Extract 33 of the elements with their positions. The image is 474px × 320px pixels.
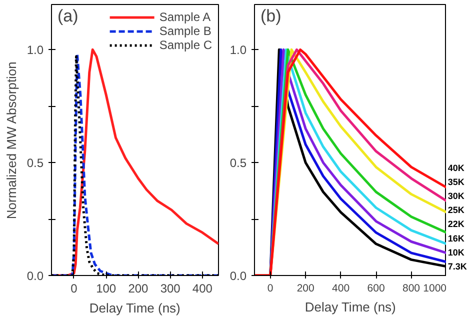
y-tick-label: 0.5 — [230, 156, 247, 170]
x-tick-label: 0 — [267, 282, 274, 294]
legend-label: Sample B — [159, 24, 212, 38]
legend-label: Sample A — [159, 10, 211, 24]
series-label: 25K — [448, 205, 465, 216]
x-tick-label: 100 — [96, 282, 116, 296]
annotation: (a) — [58, 6, 78, 26]
y-tick-label: 0.5 — [26, 156, 44, 170]
x-tick-label: 0 — [70, 282, 78, 296]
x-tick-label: 300 — [160, 282, 181, 296]
x-axis-title: Delay Time (ns) — [304, 300, 396, 314]
series-label: 10K — [448, 247, 465, 258]
series-label: 7.3K — [448, 261, 468, 272]
series-label: 40K — [448, 162, 465, 173]
annotation: (b) — [260, 6, 282, 26]
series-label: 22K — [448, 219, 465, 230]
x-axis-title: Delay Time (ns) — [89, 300, 180, 316]
y-tick-label: 0.0 — [26, 269, 44, 283]
x-tick-label: 800 — [402, 282, 420, 294]
series-label: 16K — [448, 233, 465, 244]
x-tick-label: 1000 — [423, 282, 447, 294]
series-label: 30K — [448, 191, 465, 202]
x-tick-label: 200 — [128, 282, 149, 296]
y-tick-label: 0.0 — [230, 269, 247, 283]
series-label: 35K — [448, 176, 465, 187]
x-tick-label: 400 — [332, 282, 350, 294]
y-tick-label: 1.0 — [26, 43, 44, 58]
y-axis-title: Normalized MW Absorption — [4, 62, 19, 220]
x-tick-label: 200 — [296, 282, 314, 294]
y-tick-label: 1.0 — [230, 43, 247, 58]
x-tick-label: 600 — [367, 282, 385, 294]
legend-label: Sample C — [159, 38, 212, 52]
x-tick-label: 400 — [192, 282, 213, 296]
